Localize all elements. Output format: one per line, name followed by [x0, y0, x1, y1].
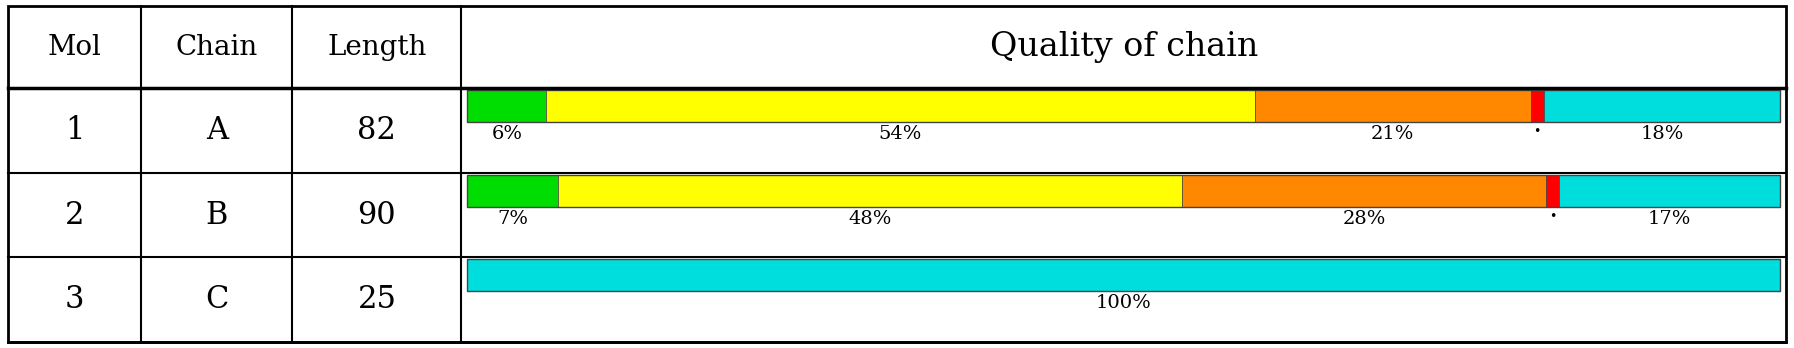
Bar	[468, 90, 1780, 122]
Text: 18%: 18%	[1640, 125, 1683, 143]
Bar	[558, 175, 1182, 207]
Bar	[1182, 175, 1546, 207]
Text: •: •	[1548, 210, 1555, 223]
Text: 7%: 7%	[497, 210, 529, 228]
Text: 6%: 6%	[492, 125, 522, 143]
Bar	[1559, 175, 1780, 207]
Bar	[1530, 90, 1543, 122]
Text: Length: Length	[327, 34, 427, 61]
Bar	[545, 90, 1256, 122]
Bar	[468, 90, 545, 122]
Text: 48%: 48%	[849, 210, 892, 228]
Text: Chain: Chain	[176, 34, 258, 61]
Text: 28%: 28%	[1342, 210, 1385, 228]
Bar	[468, 259, 1780, 291]
Text: 17%: 17%	[1649, 210, 1692, 228]
Bar	[468, 259, 1780, 291]
Text: A: A	[206, 115, 228, 146]
Text: •: •	[1534, 125, 1541, 138]
Text: 90: 90	[357, 200, 396, 231]
Text: 25: 25	[357, 284, 396, 315]
Text: 54%: 54%	[879, 125, 922, 143]
Bar	[468, 175, 1780, 207]
Bar	[1256, 90, 1530, 122]
Bar	[468, 175, 558, 207]
Text: Quality of chain: Quality of chain	[990, 31, 1258, 63]
Text: 21%: 21%	[1371, 125, 1414, 143]
Text: B: B	[206, 200, 228, 231]
Text: 1: 1	[65, 115, 84, 146]
Text: 82: 82	[357, 115, 396, 146]
Text: 100%: 100%	[1096, 294, 1152, 312]
Bar	[1546, 175, 1559, 207]
Text: C: C	[205, 284, 228, 315]
Text: 3: 3	[65, 284, 84, 315]
Bar	[1543, 90, 1780, 122]
Text: 2: 2	[65, 200, 84, 231]
Text: Mol: Mol	[48, 34, 102, 61]
